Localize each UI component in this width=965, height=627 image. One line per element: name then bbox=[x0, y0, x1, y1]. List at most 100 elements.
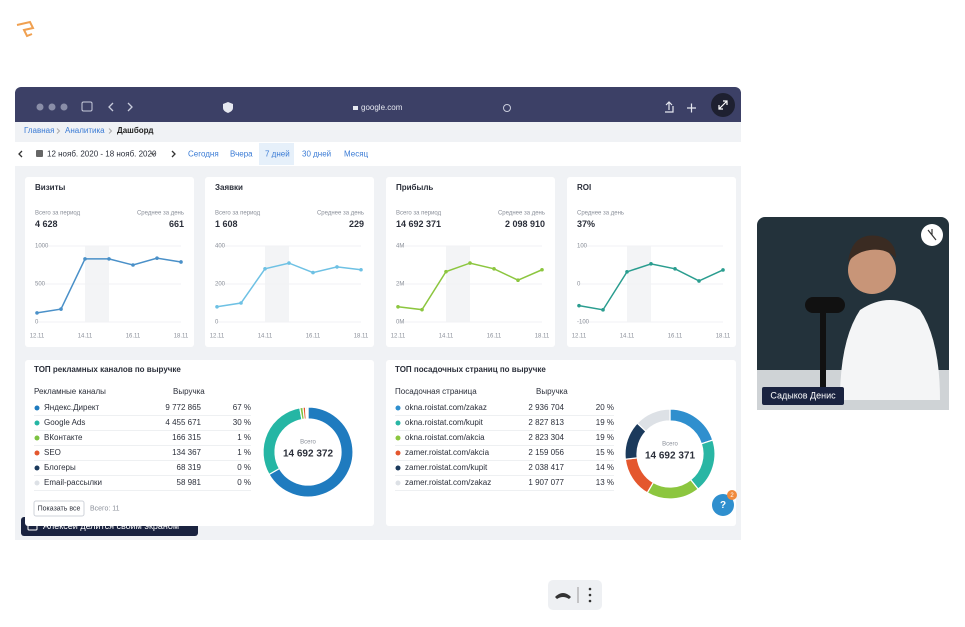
column-header: Рекламные каналы bbox=[34, 387, 106, 396]
breadcrumb[interactable]: Аналитика bbox=[65, 126, 105, 135]
more-button bbox=[588, 599, 592, 603]
x-tick-label: 16.11 bbox=[487, 334, 502, 340]
point bbox=[335, 265, 339, 269]
breadcrumb[interactable]: Главная bbox=[24, 126, 54, 135]
help-badge-count: 2 bbox=[730, 493, 734, 499]
sidebar-icon[interactable] bbox=[81, 101, 93, 112]
legend-dot bbox=[395, 480, 401, 486]
point bbox=[179, 260, 183, 264]
point bbox=[492, 267, 496, 271]
row-share: 19 % bbox=[596, 418, 614, 427]
total-label: Среднее за день bbox=[577, 211, 624, 217]
show-all-label: Показать все bbox=[38, 505, 81, 512]
reload-icon[interactable] bbox=[503, 104, 511, 112]
x-tick-label: 16.11 bbox=[306, 334, 321, 340]
x-tick-label: 12.11 bbox=[210, 334, 225, 340]
donut-segment bbox=[306, 406, 309, 420]
x-tick-label: 14.11 bbox=[258, 334, 273, 340]
row-count: Всего: 11 bbox=[90, 505, 120, 512]
point bbox=[649, 262, 653, 266]
x-tick-label: 18.11 bbox=[716, 334, 731, 340]
card-title: Заявки bbox=[215, 183, 243, 192]
point bbox=[516, 278, 520, 283]
name-tag bbox=[762, 387, 844, 405]
period-button[interactable]: 30 дней bbox=[302, 150, 331, 159]
row-name: okna.roistat.com/kupit bbox=[405, 418, 484, 427]
row-share: 20 % bbox=[596, 403, 614, 412]
breadcrumb-separator bbox=[56, 128, 61, 134]
legend-dot bbox=[395, 465, 401, 471]
legend-dot bbox=[34, 405, 40, 411]
point bbox=[155, 256, 159, 260]
row-name: zamer.roistat.com/akcia bbox=[405, 448, 490, 457]
hangup-button[interactable] bbox=[555, 593, 571, 599]
point bbox=[215, 305, 219, 309]
row-share: 67 % bbox=[233, 403, 251, 412]
y-tick-label: 200 bbox=[215, 282, 226, 288]
point bbox=[540, 267, 544, 272]
avg-value: 2 098 910 bbox=[505, 219, 545, 229]
y-tick-label: 100 bbox=[577, 244, 588, 250]
x-tick-label: 16.11 bbox=[126, 334, 141, 340]
date-arrows[interactable] bbox=[18, 150, 176, 158]
date-toolbar bbox=[15, 142, 741, 166]
url[interactable]: google.com bbox=[361, 103, 403, 112]
kpi-card bbox=[25, 177, 194, 347]
app-logo bbox=[16, 20, 35, 38]
point bbox=[35, 311, 39, 315]
y-tick-label: 500 bbox=[35, 282, 46, 288]
point bbox=[396, 305, 400, 309]
point bbox=[359, 267, 363, 272]
row-revenue: 58 981 bbox=[177, 478, 202, 487]
period-button[interactable]: Сегодня bbox=[188, 150, 219, 159]
legend-dot bbox=[34, 435, 40, 441]
legend-dot bbox=[34, 480, 40, 486]
row-share: 1 % bbox=[237, 433, 251, 442]
show-all-button[interactable] bbox=[33, 500, 85, 517]
y-tick-label: -100 bbox=[577, 320, 590, 326]
nav-arrows[interactable] bbox=[108, 102, 133, 112]
row-name: SEO bbox=[44, 448, 61, 457]
point bbox=[673, 267, 677, 271]
row-revenue: 2 827 813 bbox=[528, 418, 564, 427]
period-button[interactable]: 7 дней bbox=[265, 150, 290, 159]
row-name: Яндекс.Директ bbox=[44, 403, 100, 412]
x-tick-label: 18.11 bbox=[174, 334, 189, 340]
y-tick-label: 0 bbox=[577, 282, 581, 288]
y-tick-label: 2M bbox=[396, 282, 404, 288]
breadcrumb: Дашборд bbox=[117, 126, 153, 135]
x-tick-label: 12.11 bbox=[572, 334, 587, 340]
y-tick-label: 0M bbox=[396, 320, 404, 326]
row-revenue: 134 367 bbox=[172, 448, 201, 457]
avg-label: Среднее за день bbox=[317, 211, 364, 217]
more-button[interactable] bbox=[588, 587, 592, 591]
point bbox=[444, 269, 448, 274]
period-button[interactable]: Месяц bbox=[344, 150, 369, 159]
row-name: Email-рассылки bbox=[44, 478, 102, 487]
legend-dot bbox=[34, 420, 40, 426]
person-head bbox=[848, 246, 896, 294]
point bbox=[263, 267, 267, 271]
table-title: ТОП посадочных страниц по выручке bbox=[395, 365, 546, 374]
row-share: 0 % bbox=[237, 478, 251, 487]
donut-total-label: Всего bbox=[662, 442, 678, 448]
avg-value: 229 bbox=[349, 219, 364, 229]
toolbar-icons[interactable] bbox=[665, 101, 696, 113]
date-range[interactable]: 12 нояб. 2020 - 18 нояб. 2020 bbox=[47, 150, 157, 159]
help-button[interactable] bbox=[712, 494, 734, 516]
mic-stand bbox=[820, 313, 826, 393]
participant-name: Садыков Денис bbox=[770, 390, 836, 400]
lock-icon bbox=[353, 106, 358, 110]
calendar-icon bbox=[36, 150, 43, 157]
period-button[interactable]: Вчера bbox=[230, 150, 253, 159]
person-body bbox=[840, 300, 940, 400]
row-share: 1 % bbox=[237, 448, 251, 457]
legend-dot bbox=[395, 450, 401, 456]
point bbox=[83, 257, 87, 261]
row-revenue: 68 319 bbox=[177, 463, 202, 472]
row-share: 13 % bbox=[596, 478, 614, 487]
x-tick-label: 14.11 bbox=[439, 334, 454, 340]
row-name: okna.roistat.com/akcia bbox=[405, 433, 485, 442]
row-revenue: 2 936 704 bbox=[528, 403, 564, 412]
window-dot bbox=[36, 103, 44, 111]
